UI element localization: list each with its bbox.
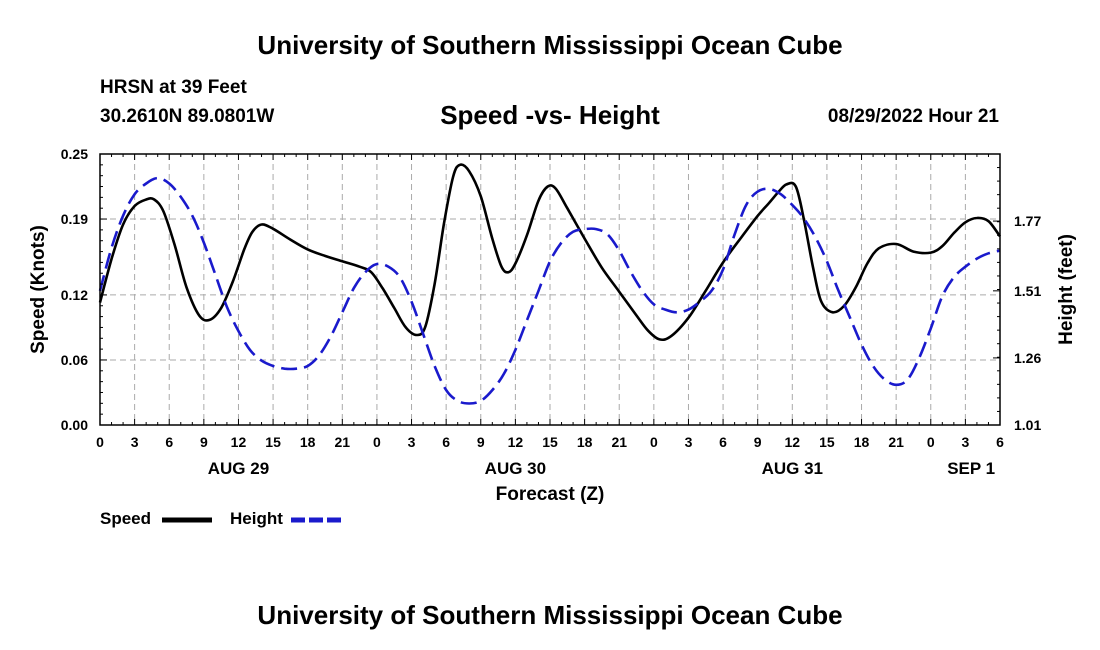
y-tick-label: 0.06 — [61, 352, 88, 368]
x-tick-label: 3 — [961, 434, 969, 450]
x-tick-label: 12 — [508, 434, 524, 450]
x-tick-label: 0 — [927, 434, 935, 450]
x-tick-label: 3 — [408, 434, 416, 450]
x-tick-label: 0 — [373, 434, 381, 450]
forecast-datetime: 08/29/2022 Hour 21 — [827, 106, 999, 127]
grid-layer — [99, 153, 1001, 426]
y2-axis-title: Height (feet) — [1056, 234, 1077, 345]
date-label: AUG 29 — [208, 459, 269, 478]
legend-height-label: Height — [230, 509, 283, 528]
y-tick-label: 0.25 — [61, 146, 88, 162]
series-layer — [98, 163, 1002, 405]
page-title: University of Southern Mississippi Ocean… — [257, 30, 843, 60]
x-tick-label: 12 — [785, 434, 801, 450]
x-tick-label: 6 — [719, 434, 727, 450]
x-tick-label: 9 — [477, 434, 485, 450]
date-label: AUG 31 — [762, 459, 823, 478]
height-series-line — [98, 176, 1001, 405]
y2-tick-label: 1.77 — [1014, 213, 1041, 229]
x-tick-label: 0 — [96, 434, 104, 450]
x-tick-label: 18 — [854, 434, 870, 450]
y-tick-label: 0.00 — [61, 417, 88, 433]
x-tick-label: 12 — [231, 434, 247, 450]
station-coordinates: 30.2610N 89.0801W — [100, 106, 275, 127]
legend-speed-swatch — [162, 517, 212, 523]
footer-title: University of Southern Mississippi Ocean… — [257, 600, 843, 630]
x-tick-label: 9 — [754, 434, 762, 450]
y-tick-label: 0.12 — [61, 287, 88, 303]
label-layer: 0 3 6 9 12 15 18 21 0 3 6 9 12 15 18 21 0 3 6 9 12 15 18 21 0 3 6 0… — [28, 146, 1077, 505]
legend-speed-label: Speed — [100, 509, 152, 528]
x-axis-title: Forecast (Z) — [496, 484, 605, 505]
x-tick-label: 6 — [996, 434, 1004, 450]
chart-title: Speed -vs- Height — [440, 100, 660, 130]
y-tick-label: 0.19 — [61, 211, 88, 227]
station-label: HRSN at 39 Feet — [100, 77, 247, 98]
x-tick-label: 3 — [685, 434, 693, 450]
y2-tick-label: 1.51 — [1014, 283, 1041, 299]
speed-series-line — [98, 163, 1002, 342]
y-axis-title: Speed (Knots) — [28, 225, 49, 354]
x-tick-label: 0 — [650, 434, 658, 450]
x-tick-label: 9 — [200, 434, 208, 450]
x-tick-label: 18 — [300, 434, 316, 450]
legend-height-swatch — [291, 517, 343, 523]
x-tick-label: 15 — [265, 434, 281, 450]
x-tick-label: 21 — [335, 434, 351, 450]
date-label: SEP 1 — [947, 459, 995, 478]
y2-tick-label: 1.26 — [1014, 350, 1041, 366]
x-tick-label: 6 — [165, 434, 173, 450]
date-label: AUG 30 — [485, 459, 546, 478]
x-tick-label: 18 — [577, 434, 593, 450]
x-tick-label: 15 — [542, 434, 558, 450]
x-tick-label: 15 — [819, 434, 835, 450]
tick-layer — [99, 153, 1001, 426]
x-tick-label: 6 — [442, 434, 450, 450]
speed-height-chart: 0 3 6 9 12 15 18 21 0 3 6 9 12 15 18 21 0 3 6 9 12 15 18 21 0 3 6 0… — [28, 146, 1077, 505]
x-tick-label: 3 — [131, 434, 139, 450]
x-tick-label: 21 — [611, 434, 627, 450]
x-tick-label: 21 — [888, 434, 904, 450]
y2-tick-label: 1.01 — [1014, 417, 1041, 433]
